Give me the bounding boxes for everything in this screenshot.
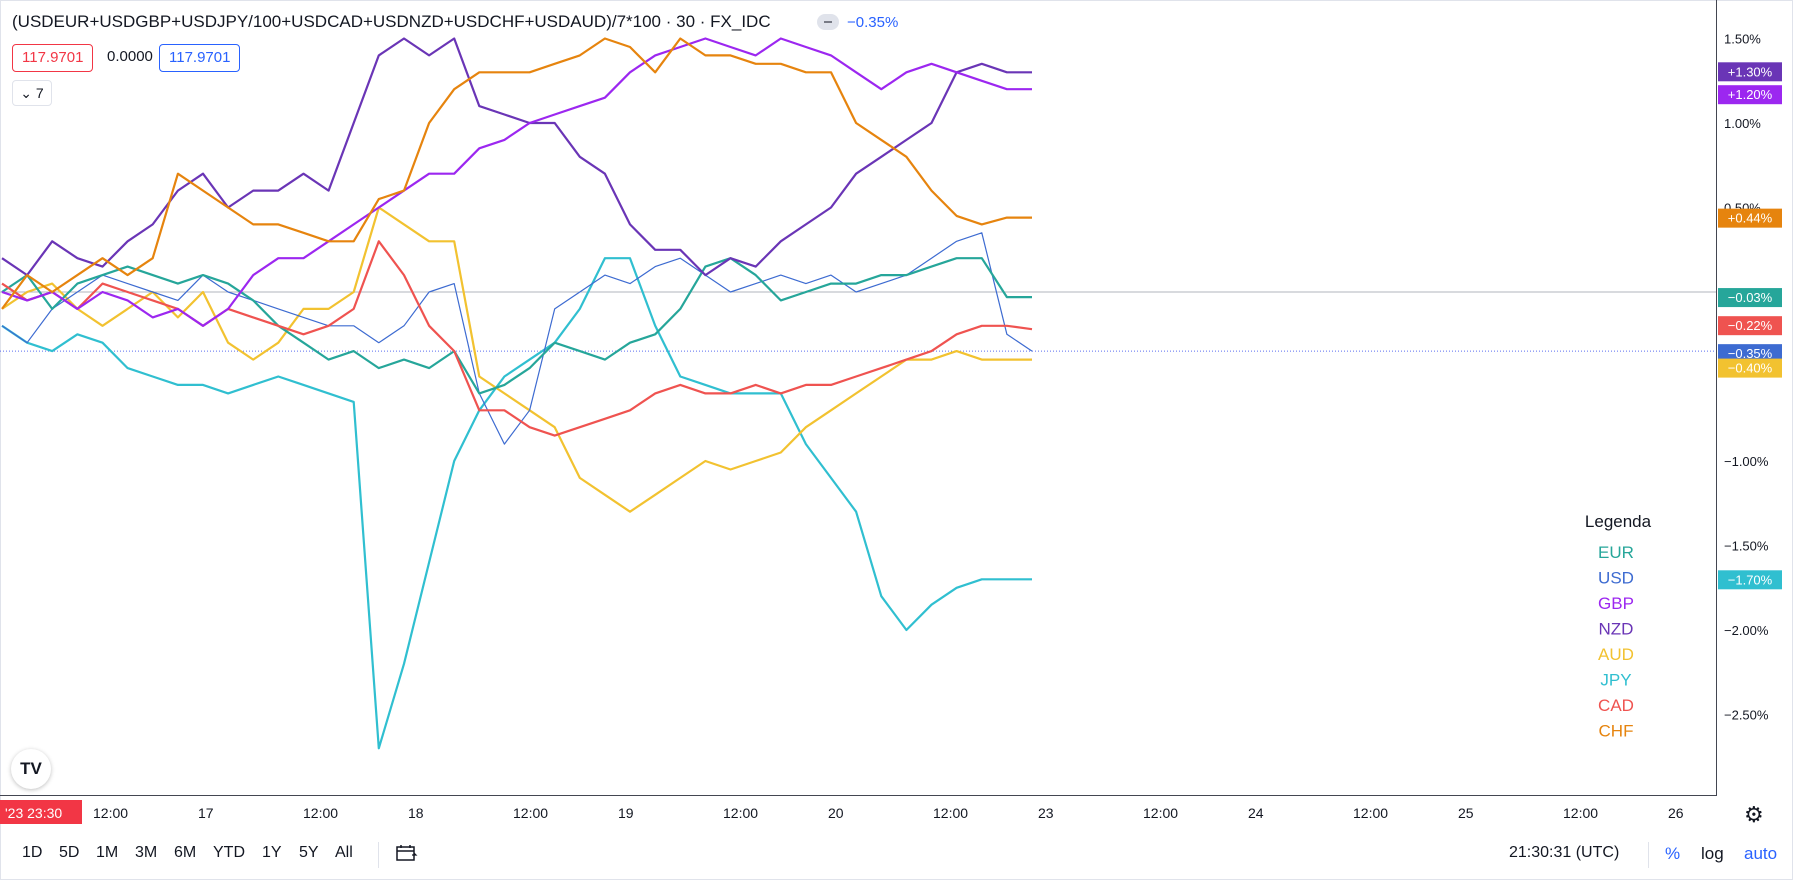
change-value: −0.35%: [847, 14, 899, 31]
value-badge-chf: [1718, 208, 1782, 228]
separator: [1648, 842, 1649, 868]
value-badge-cad: [1718, 316, 1782, 336]
x-tick-label: 12:00: [303, 805, 338, 821]
x-tick-label: 12:00: [1563, 805, 1598, 821]
series-line-cad[interactable]: [1, 240, 1033, 437]
chevron-down-icon: ⌄: [20, 85, 33, 101]
spread-value: 0.0000: [103, 44, 157, 70]
legend-entry-jpy[interactable]: JPY: [1600, 671, 1631, 690]
x-tick-label: 17: [198, 805, 214, 821]
range-1d-button[interactable]: 1D: [22, 844, 43, 861]
range-1m-button[interactable]: 1M: [96, 844, 119, 861]
y-tick-label: −2.00%: [1724, 623, 1769, 638]
x-tick-label: 18: [408, 805, 424, 821]
y-tick-label: −1.00%: [1724, 454, 1769, 469]
time-axis-border: [0, 795, 1717, 796]
x-tick-label: 12:00: [513, 805, 548, 821]
range-1y-button[interactable]: 1Y: [262, 844, 282, 861]
y-tick-label: 1.00%: [1724, 116, 1761, 131]
value-badge-label: +0.44%: [1728, 211, 1773, 226]
value-badge-nzd: [1718, 62, 1782, 82]
x-tick-label: 20: [828, 805, 844, 821]
tradingview-logo-icon[interactable]: TV: [11, 749, 51, 789]
value-badge-gbp: [1718, 85, 1782, 105]
legend-entry-aud[interactable]: AUD: [1598, 645, 1634, 664]
x-tick-label: 12:00: [93, 805, 128, 821]
x-tick-label: 23: [1038, 805, 1054, 821]
range-5y-button[interactable]: 5Y: [299, 844, 319, 861]
y-tick-label: −2.50%: [1724, 708, 1769, 723]
value-badge-label: −0.40%: [1728, 361, 1773, 376]
gear-icon[interactable]: ⚙: [1744, 802, 1764, 827]
utc-clock[interactable]: 21:30:31 (UTC): [1509, 844, 1620, 861]
value-badge-usd: [1718, 344, 1782, 364]
x-tick-label: 26: [1668, 805, 1684, 821]
symbol-title[interactable]: (USDEUR+USDGBP+USDJPY/100+USDCAD+USDNZD+…: [12, 12, 771, 31]
value-badge-label: −0.03%: [1728, 290, 1773, 305]
log-scale-toggle[interactable]: log: [1701, 844, 1724, 863]
series-line-usd[interactable]: [1, 232, 1033, 445]
legend-entry-usd[interactable]: USD: [1598, 569, 1634, 588]
legend-entry-eur[interactable]: EUR: [1598, 543, 1634, 562]
value-badge-jpy: [1718, 570, 1782, 590]
series-line-gbp[interactable]: [1, 37, 1032, 327]
auto-scale-toggle[interactable]: auto: [1744, 844, 1778, 863]
legend-entry-cad[interactable]: CAD: [1598, 696, 1634, 715]
x-tick-label: 12:00: [1143, 805, 1178, 821]
range-6m-button[interactable]: 6M: [174, 844, 197, 861]
y-tick-label: −1.50%: [1724, 539, 1769, 554]
legend-entry-nzd[interactable]: NZD: [1599, 620, 1634, 639]
value-badge-label: +1.20%: [1728, 87, 1773, 102]
x-tick-label: 25: [1458, 805, 1474, 821]
range-3m-button[interactable]: 3M: [135, 844, 158, 861]
value-badge-label: +1.30%: [1728, 64, 1773, 79]
eye-icon[interactable]: [817, 14, 839, 30]
value-badge-eur: [1718, 288, 1782, 308]
bid-price[interactable]: 117.9701: [12, 44, 94, 72]
range-ytd-button[interactable]: YTD: [213, 844, 245, 861]
price-axis-border: [1716, 0, 1717, 795]
indicator-count: 7: [35, 85, 44, 101]
series-line-jpy[interactable]: [1, 257, 1032, 750]
legend-title: Legenda: [1585, 512, 1652, 531]
x-tick-label: 12:00: [1353, 805, 1388, 821]
calendar-range-icon[interactable]: [396, 844, 418, 862]
series-line-eur[interactable]: [1, 257, 1032, 395]
x-tick-label: 12:00: [723, 805, 758, 821]
ask-price[interactable]: 117.9701: [159, 44, 241, 72]
x-tick-label: 12:00: [933, 805, 968, 821]
series-line-aud[interactable]: [1, 206, 1032, 513]
y-tick-label: 1.50%: [1724, 32, 1761, 47]
bottom-toolbar: 1D 5D 1M 3M 6M YTD 1Y 5Y All 21:30:31 (U…: [0, 836, 1791, 876]
legend-entry-chf[interactable]: CHF: [1599, 722, 1634, 741]
range-all-button[interactable]: All: [335, 844, 353, 861]
percent-scale-toggle[interactable]: %: [1665, 844, 1681, 863]
x-tick-label: '23 23:30: [5, 805, 62, 821]
value-badge-label: −1.70%: [1728, 572, 1773, 587]
value-badge-aud: [1718, 358, 1782, 378]
x-tick-label: 19: [618, 805, 634, 821]
separator: [378, 842, 379, 868]
collapse-indicators-button[interactable]: ⌄ 7: [12, 80, 52, 106]
value-badge-label: −0.22%: [1728, 318, 1773, 333]
current-time-badge: [0, 800, 82, 824]
series-line-chf[interactable]: [1, 37, 1032, 310]
value-badge-label: −0.35%: [1728, 346, 1773, 361]
series-line-nzd[interactable]: [1, 37, 1032, 277]
legend-entry-gbp[interactable]: GBP: [1598, 594, 1634, 613]
range-5d-button[interactable]: 5D: [59, 844, 80, 861]
x-tick-label: 24: [1248, 805, 1264, 821]
